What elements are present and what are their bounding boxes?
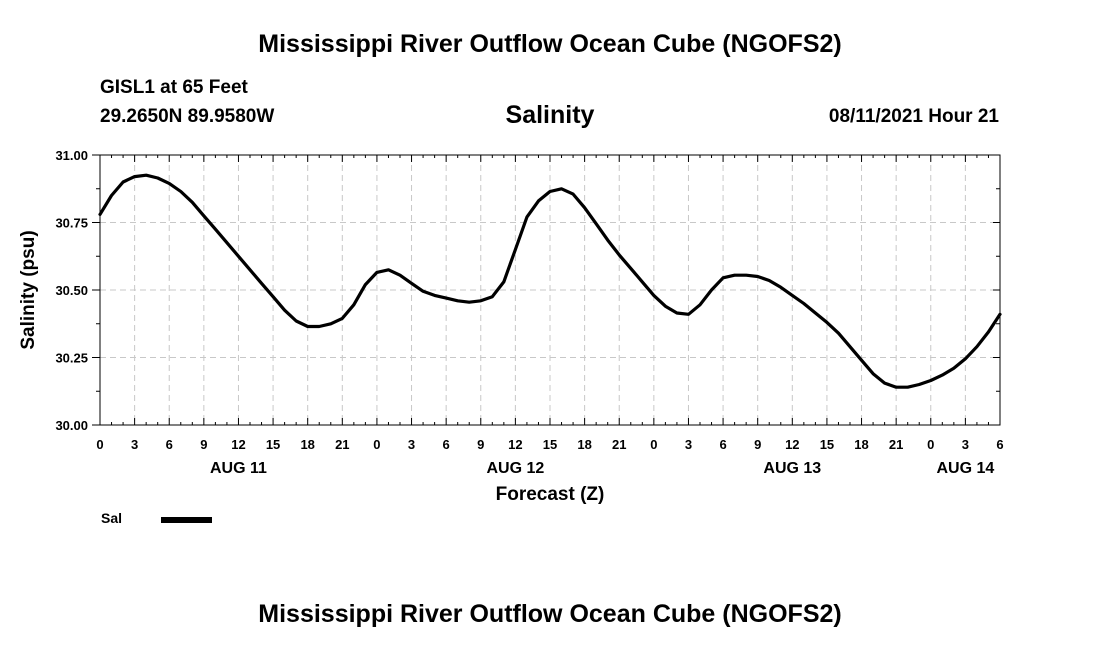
y-tick-label: 30.50: [55, 283, 88, 298]
x-tick-label: 6: [719, 437, 726, 452]
day-label: AUG 14: [936, 460, 994, 477]
legend-swatch: [161, 517, 212, 523]
x-tick-label: 12: [785, 437, 799, 452]
x-tick-label: 0: [650, 437, 657, 452]
station-coordinates: 29.2650N 89.9580W: [100, 106, 275, 127]
x-tick-label: 18: [854, 437, 868, 452]
x-tick-label: 6: [443, 437, 450, 452]
plot-frame: [99, 154, 1001, 426]
x-tick-label: 18: [300, 437, 314, 452]
x-tick-label: 15: [820, 437, 834, 452]
bottom-title: Mississippi River Outflow Ocean Cube (NG…: [258, 600, 842, 628]
y-axis-title: Salinity (psu): [18, 230, 39, 349]
x-tick-label: 0: [96, 437, 103, 452]
day-label: AUG 12: [486, 460, 544, 477]
y-tick-label: 31.00: [55, 148, 88, 163]
chart-title: Salinity: [505, 101, 595, 129]
day-label: AUG 11: [210, 460, 267, 477]
series-layer: [98, 173, 1002, 389]
y-tick-label: 30.25: [55, 351, 88, 366]
x-tick-label: 15: [543, 437, 557, 452]
x-tick-label: 3: [962, 437, 969, 452]
x-tick-label: 21: [612, 437, 626, 452]
x-tick-label: 21: [889, 437, 903, 452]
y-tick-label: 30.00: [55, 418, 88, 433]
x-tick-label: 12: [508, 437, 522, 452]
x-tick-label: 0: [927, 437, 934, 452]
x-tick-label: 12: [231, 437, 245, 452]
y-tick-label: 30.75: [55, 216, 88, 231]
x-tick-label: 0: [373, 437, 380, 452]
legend-label: Sal: [101, 510, 123, 526]
x-tick-label: 6: [996, 437, 1003, 452]
x-tick-label: 6: [166, 437, 173, 452]
x-tick-label: 3: [131, 437, 138, 452]
run-time: 08/11/2021 Hour 21: [828, 106, 999, 127]
x-tick-label: 21: [335, 437, 349, 452]
grid-lines: [100, 155, 1000, 425]
x-tick-label: 9: [200, 437, 207, 452]
main-title: Mississippi River Outflow Ocean Cube (NG…: [258, 30, 842, 58]
x-tick-label: 3: [685, 437, 692, 452]
x-tick-label: 15: [266, 437, 280, 452]
station-name: GISL1 at 65 Feet: [100, 77, 248, 98]
day-label: AUG 13: [763, 460, 821, 477]
salinity-line: [98, 173, 1002, 389]
x-axis-title: Forecast (Z): [496, 484, 605, 505]
axis-labels: 0 3 6 9 12 15 18 21 0 3 6 9 12 15 18 21 0 3 6 9 12 15 18 21 0 3 6 3…: [55, 148, 1003, 477]
x-tick-label: 9: [477, 437, 484, 452]
x-tick-label: 9: [754, 437, 761, 452]
x-tick-label: 18: [577, 437, 591, 452]
x-tick-label: 3: [408, 437, 415, 452]
